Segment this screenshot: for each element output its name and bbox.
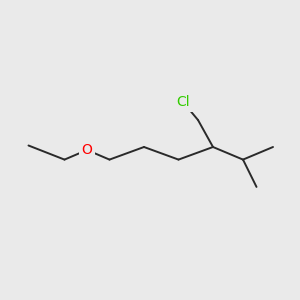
Text: O: O [82,143,92,157]
Text: Cl: Cl [176,95,190,109]
